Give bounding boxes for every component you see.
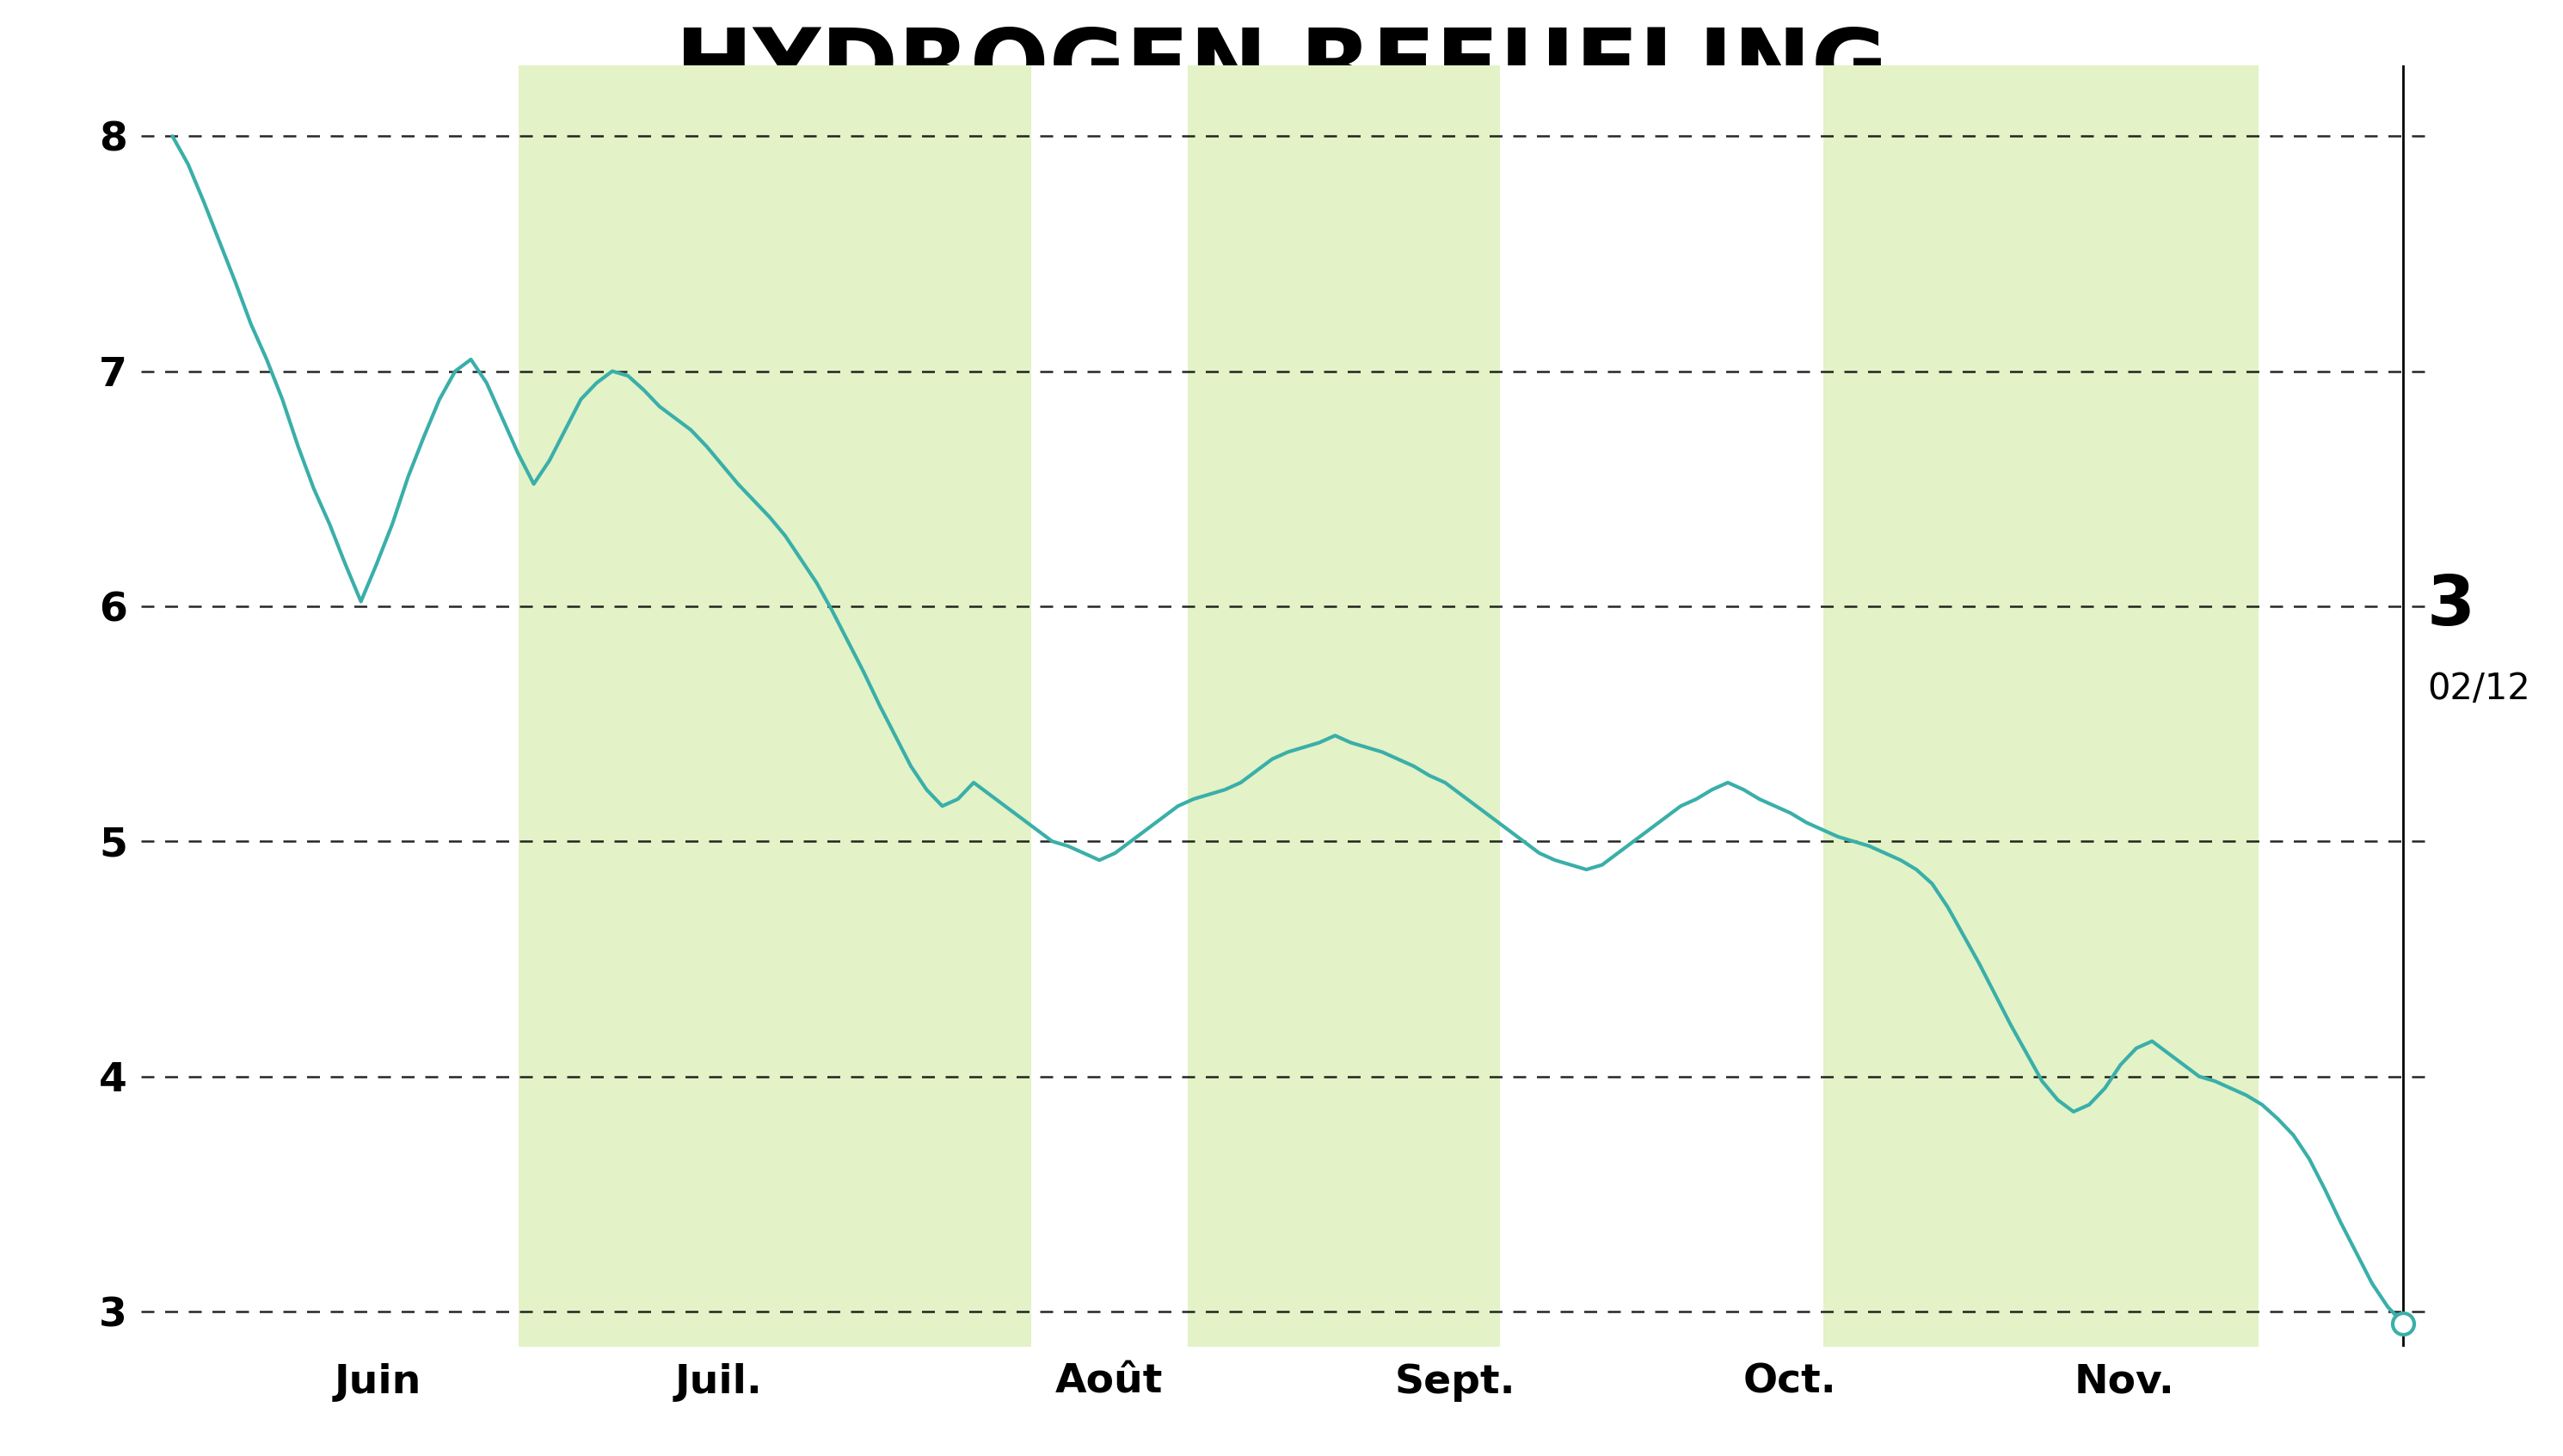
Text: 02/12: 02/12: [2427, 670, 2530, 706]
Text: 3: 3: [2427, 572, 2476, 639]
Text: HYDROGEN REFUELING: HYDROGEN REFUELING: [674, 25, 1889, 115]
Bar: [518, 66, 1030, 1347]
Bar: [1822, 66, 2258, 1347]
Bar: [1187, 66, 1499, 1347]
